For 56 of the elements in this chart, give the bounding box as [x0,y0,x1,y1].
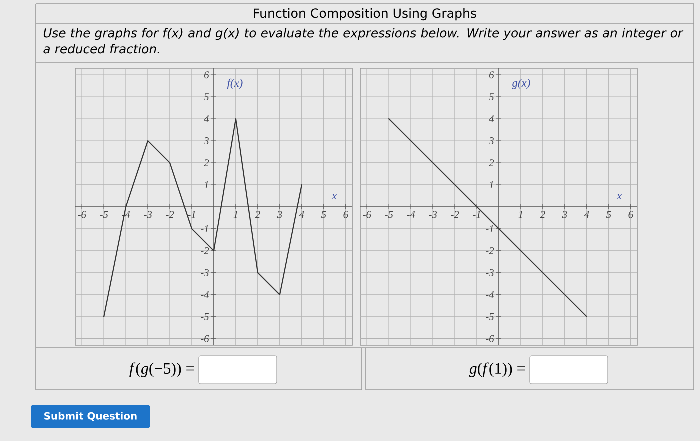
y-tick-label: -4 [486,292,494,298]
x-tick-label: 4 [299,211,304,218]
x-tick-label: -5 [385,211,394,218]
x-tick-label: 5 [321,211,326,218]
text: Submit Question [44,412,137,422]
y-tick-label: 5 [204,94,209,101]
x-tick-label: 2 [255,211,260,218]
x-tick-label: -4 [407,211,416,218]
y-tick-label: 1 [489,182,494,188]
y-tick-label: 5 [489,94,494,101]
y-axis-title: g(x) [512,78,530,90]
x-tick-label: -3 [144,211,152,218]
x-tick-label: 4 [584,211,590,218]
y-tick-label: 6 [204,72,210,79]
y-tick-label: 3 [489,138,494,145]
x-tick-label: 2 [540,211,546,218]
y-tick-label: 1 [204,182,208,188]
chart-title: Function Composition Using Graphs [254,8,476,21]
y-tick-label: -6 [200,335,210,342]
x-tick-label: -6 [363,211,372,218]
text: f(g(−5)) = [130,362,194,378]
y-tick-label: -1 [200,226,208,232]
y-tick-label: -1 [486,226,494,232]
y-tick-label: -2 [486,248,494,254]
x-tick-label: 1 [518,211,522,218]
x-axis-title: x [332,194,337,200]
y-tick-label: 6 [490,72,494,79]
x-tick-label: -1 [473,211,480,218]
y-tick-label: -5 [486,313,494,320]
y-tick-label: 2 [204,160,210,166]
chart-subtitle: Use the graphs for f(x) and g(x) to evaluate the expressions below. Write your answer as an integer or a reduced fraction. [44,28,684,54]
y-tick-label: 4 [204,116,210,122]
x-tick-label: 3 [277,211,282,218]
x-tick-label: 6 [344,211,348,218]
y-tick-label: -3 [200,269,209,276]
x-tick-label: 5 [606,211,612,218]
y-axis-title: f(x) [227,78,243,90]
text: g(f(1)) = [469,362,526,378]
y-tick-label: -3 [486,269,494,276]
x-tick-label: -2 [451,211,460,218]
x-tick-label: -2 [166,211,174,218]
x-tick-label: -6 [78,211,86,218]
x-tick-label: -3 [429,211,438,218]
x-tick-label: -5 [100,211,108,218]
y-tick-label: 2 [489,160,494,166]
y-tick-label: 4 [489,116,494,122]
x-tick-label: -1 [188,211,196,218]
x-tick-label: 3 [562,211,568,218]
y-tick-label: -6 [486,335,494,342]
y-tick-label: 3 [204,138,209,145]
y-tick-label: -5 [200,313,209,320]
y-tick-label: -4 [200,292,210,298]
x-tick-label: 1 [234,211,238,218]
x-axis-title: x [616,194,622,200]
x-tick-label: 6 [628,211,634,218]
y-tick-label: -2 [200,248,210,254]
